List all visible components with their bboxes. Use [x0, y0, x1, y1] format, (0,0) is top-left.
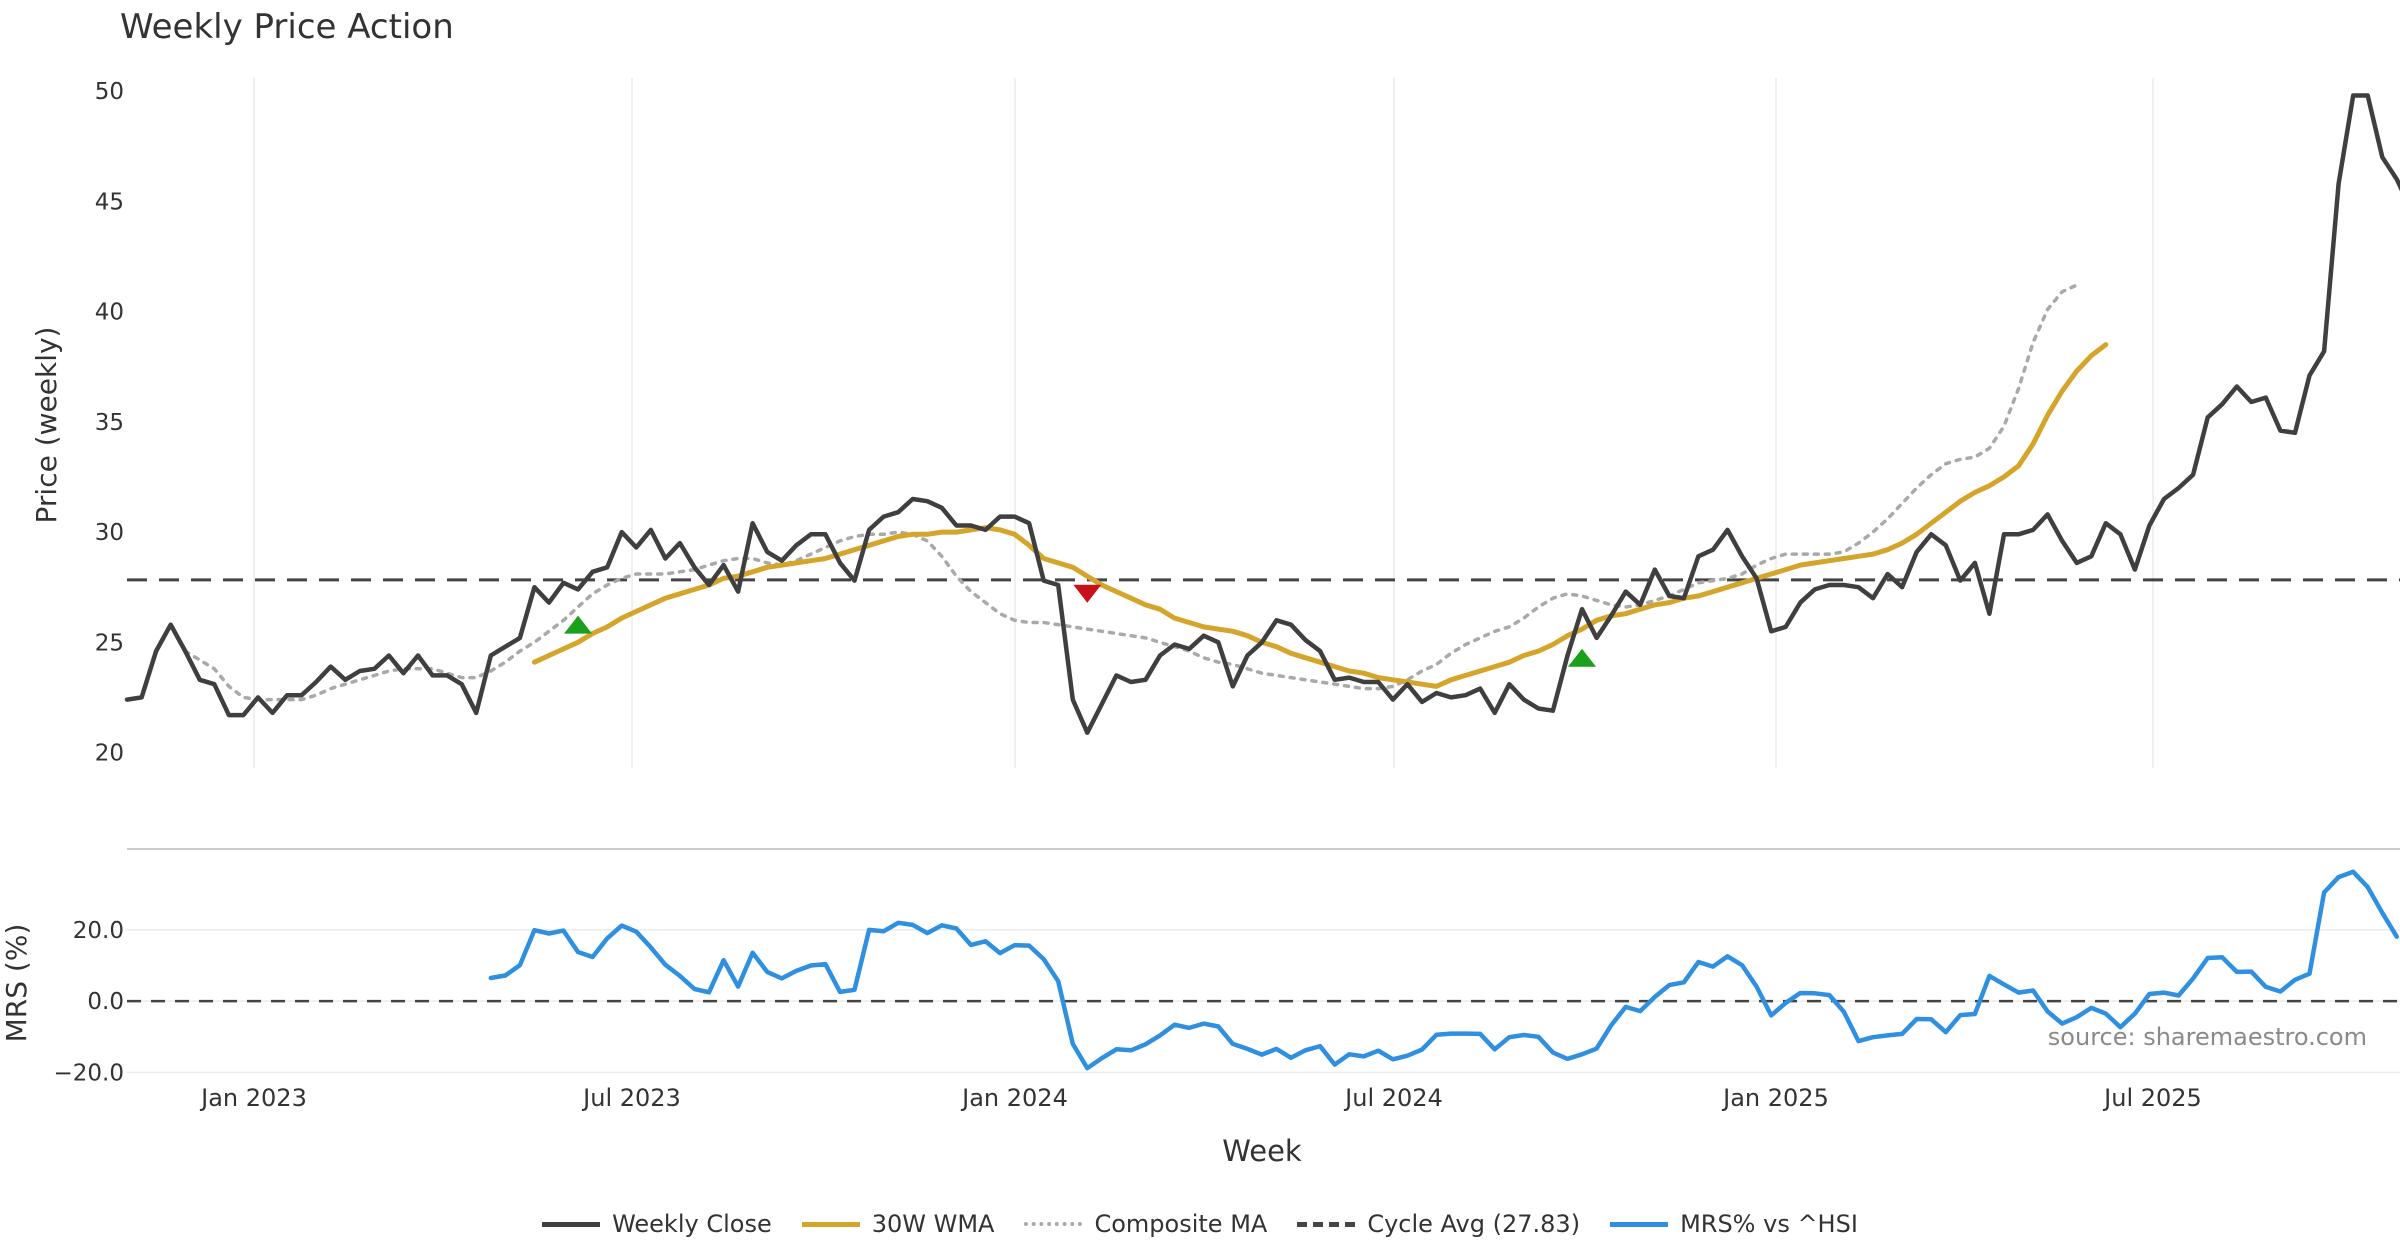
price-y-tick-label: 50	[95, 79, 124, 105]
sell-signal-marker	[1073, 584, 1102, 603]
legend-swatch	[801, 1221, 860, 1227]
mrs-y-tick-label: −20.0	[54, 1060, 124, 1086]
legend-item: MRS% vs ^HSI	[1610, 1210, 1858, 1238]
buy-signal-marker	[564, 615, 593, 634]
legend-label: 30W WMA	[871, 1210, 995, 1238]
chart-title: Weekly Price Action	[120, 7, 454, 47]
legend-swatch	[542, 1221, 601, 1227]
legend-label: Weekly Close	[612, 1210, 772, 1238]
x-tick-label: Jul 2023	[581, 1084, 681, 1112]
buy-signal-marker	[1568, 648, 1596, 667]
x-tick-label: Jul 2024	[1343, 1084, 1443, 1112]
price-y-tick-label: 45	[95, 189, 124, 215]
legend-item: Composite MA	[1024, 1210, 1267, 1238]
legend-swatch	[1297, 1221, 1356, 1227]
legend-item: Cycle Avg (27.83)	[1297, 1210, 1580, 1238]
legend-label: MRS% vs ^HSI	[1680, 1210, 1858, 1238]
signal-markers	[564, 584, 1596, 667]
mrs-y-tick-label: 0.0	[87, 989, 124, 1015]
mrs-y-tick-label: 20.0	[73, 918, 124, 944]
mrs-axis-label: MRS (%)	[0, 924, 33, 1043]
x-tick-label: Jan 2023	[199, 1084, 307, 1112]
x-axis-label: Week	[1222, 1134, 1302, 1168]
legend-swatch	[1610, 1221, 1669, 1227]
wma-30w-line	[531, 342, 2109, 689]
reference-lines	[127, 578, 2400, 1003]
grid	[127, 78, 2400, 1074]
series	[124, 93, 2400, 1071]
weekly-close-line	[124, 93, 2400, 735]
legend-swatch	[1024, 1222, 1083, 1226]
x-tick-label: Jan 2025	[1721, 1084, 1829, 1112]
price-y-tick-label: 40	[95, 300, 124, 326]
legend-item: 30W WMA	[801, 1210, 995, 1238]
x-tick-label: Jul 2025	[2102, 1084, 2202, 1112]
price-y-tick-label: 20	[95, 741, 124, 767]
legend-item: Weekly Close	[542, 1210, 772, 1238]
composite-ma-line	[183, 283, 2079, 702]
legend-label: Composite MA	[1094, 1210, 1268, 1238]
price-y-tick-label: 30	[95, 520, 124, 546]
legend-label: Cycle Avg (27.83)	[1367, 1210, 1581, 1238]
price-axis-label: Price (weekly)	[30, 327, 63, 524]
source-note: source: sharemaestro.com	[2048, 1023, 2367, 1051]
mrs-line	[488, 869, 2400, 1071]
axis-ticks: Jan 2023 Jul 2023 Jan 2024 Jul 2024 Jan 2025…	[54, 79, 2202, 1112]
price-y-tick-label: 35	[95, 410, 124, 436]
price-y-tick-label: 25	[95, 630, 124, 656]
legend: Weekly Close 30W WMA Composite MA Cycle Avg…	[0, 1210, 2400, 1238]
x-tick-label: Jan 2024	[960, 1084, 1068, 1112]
